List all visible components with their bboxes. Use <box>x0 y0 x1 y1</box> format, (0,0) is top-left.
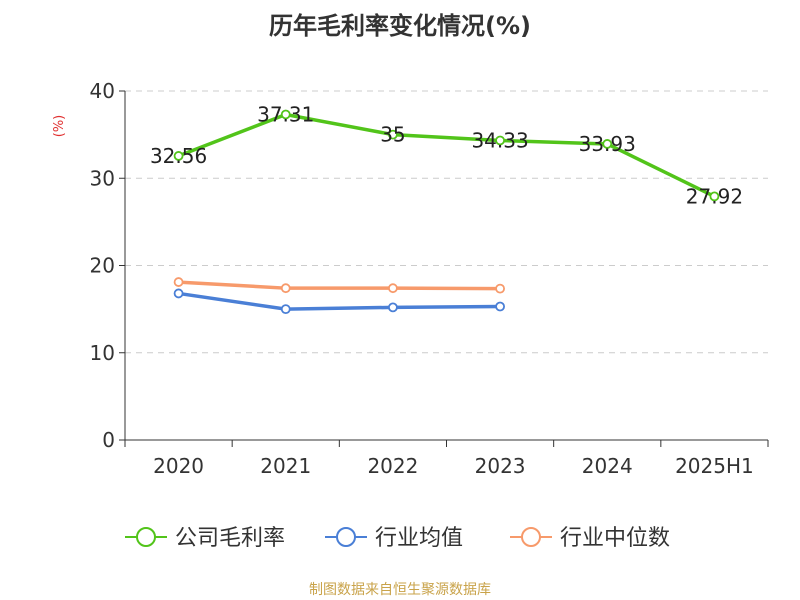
y-tick-label: 30 <box>90 166 115 190</box>
legend-swatch-marker <box>136 527 156 547</box>
data-point[interactable] <box>280 304 291 315</box>
legend-label: 行业中位数 <box>560 526 670 551</box>
legend-item[interactable]: 公司毛利率 <box>125 526 285 551</box>
data-label: 37.31 <box>257 102 314 126</box>
data-point[interactable] <box>280 109 291 120</box>
data-point[interactable] <box>602 139 613 149</box>
y-axis-unit-label: (%) <box>52 115 67 138</box>
series-line <box>178 280 501 291</box>
x-tick-label: 2024 <box>582 454 633 478</box>
legend-item[interactable]: 行业中位数 <box>510 526 670 551</box>
data-point[interactable] <box>280 283 291 294</box>
source-note: 制图数据来自恒生聚源数据库 <box>309 582 491 598</box>
x-tick-label: 2022 <box>367 454 418 478</box>
chart-title: 历年毛利率变化情况(%) <box>269 12 531 40</box>
data-point[interactable] <box>173 288 184 299</box>
data-label: 32.56 <box>150 144 207 168</box>
data-label: 35 <box>380 123 405 147</box>
legend-item[interactable]: 行业均值 <box>325 526 463 551</box>
legend-label: 行业均值 <box>375 526 463 551</box>
x-tick-label: 2020 <box>153 454 204 478</box>
series-line <box>177 112 716 198</box>
x-tick-label: 2025H1 <box>675 454 754 478</box>
label-layer: 32.56 37.31 35 34.33 33.93 27.92 <box>150 102 743 208</box>
data-label: 27.92 <box>686 184 743 208</box>
legend-label: 公司毛利率 <box>175 526 285 551</box>
data-label: 33.93 <box>579 132 636 156</box>
data-point[interactable] <box>709 191 720 202</box>
data-point[interactable] <box>173 151 184 161</box>
data-point[interactable] <box>495 135 505 146</box>
grid-layer <box>125 90 768 354</box>
x-tick-label: 2021 <box>260 454 311 478</box>
legend-swatch-marker <box>521 527 541 547</box>
data-point[interactable] <box>173 277 184 287</box>
legend-swatch-marker <box>336 527 356 547</box>
y-tick-label: 20 <box>90 254 115 278</box>
data-point[interactable] <box>388 302 398 313</box>
data-label: 34.33 <box>471 128 528 152</box>
y-tick-label: 0 <box>102 428 115 452</box>
data-point[interactable] <box>388 129 398 140</box>
data-point[interactable] <box>495 301 505 312</box>
y-tick-label: 40 <box>90 79 115 103</box>
data-point[interactable] <box>495 283 505 294</box>
series-line <box>178 291 501 311</box>
axis-layer: 0 10 20 30 40 2020 2021 2022 2023 2024 2025H1 <box>90 79 769 478</box>
x-tick-label: 2023 <box>475 454 526 478</box>
data-point[interactable] <box>388 283 398 294</box>
series-layer <box>173 109 720 315</box>
y-tick-label: 10 <box>90 341 115 365</box>
legend-layer: 公司毛利率 行业均值 行业中位数 <box>125 526 670 551</box>
